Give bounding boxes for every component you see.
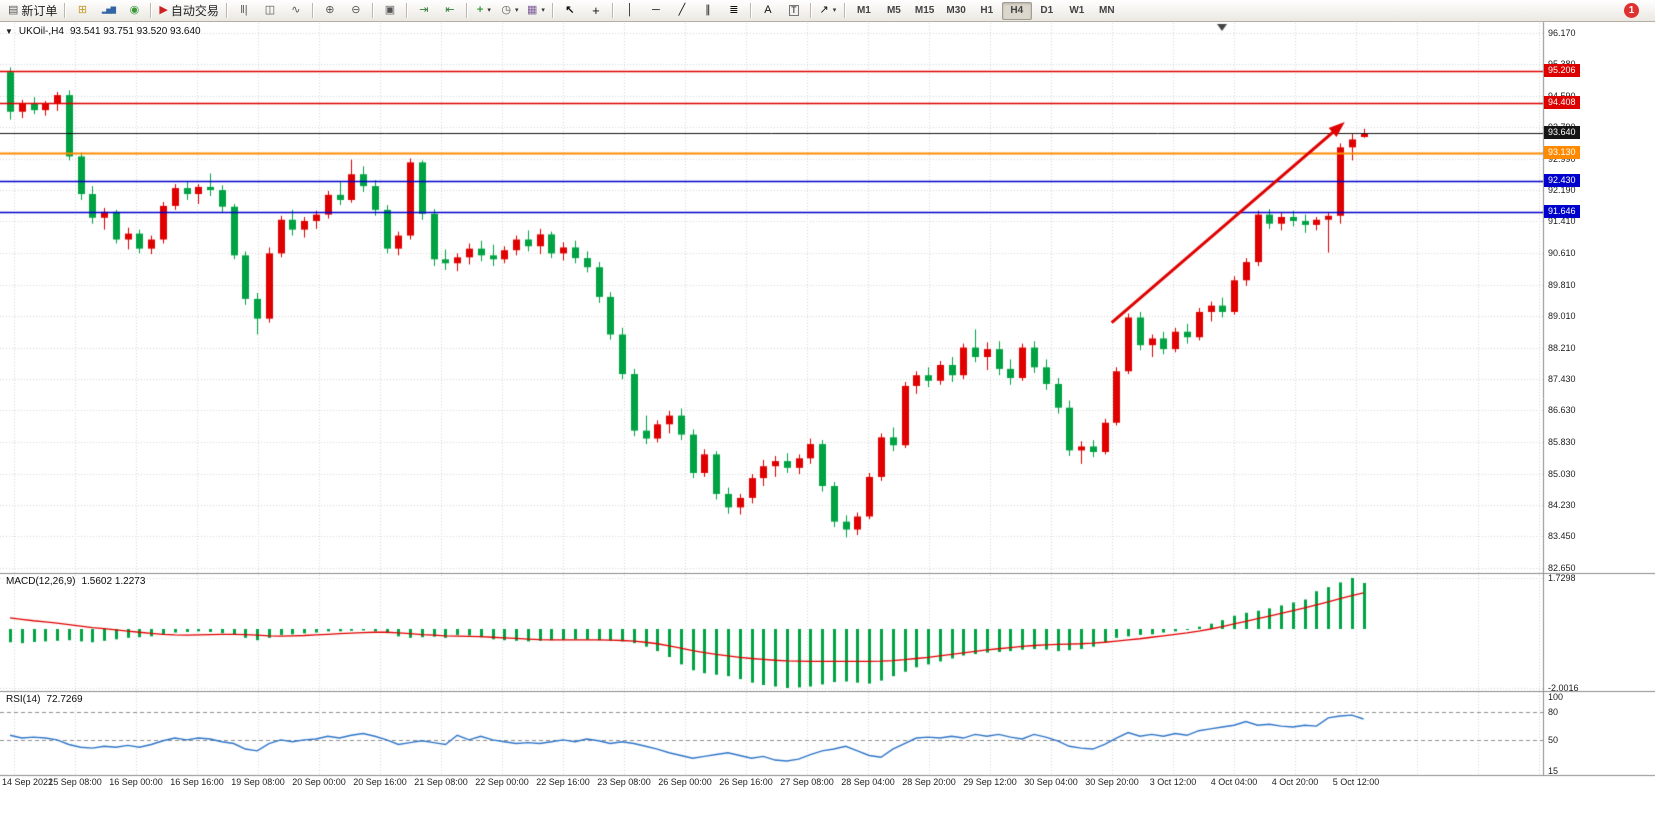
templates-button[interactable]: ▦ ▾ bbox=[523, 1, 549, 21]
chevron-down-icon: ▾ bbox=[514, 7, 519, 14]
line-chart-button[interactable]: ∿ bbox=[283, 1, 309, 21]
horizontal-line-icon: ─ bbox=[652, 4, 660, 16]
notification-badge[interactable]: 1 bbox=[1624, 3, 1639, 18]
timeframe-m5-button[interactable]: M5 bbox=[886, 5, 901, 16]
text-label-icon: T bbox=[789, 5, 799, 16]
toolbar-separator bbox=[843, 3, 846, 18]
candlestick-icon: ◫ bbox=[264, 4, 276, 16]
line-chart-icon: ∿ bbox=[291, 4, 301, 16]
rsi-indicator-value: 72.7269 bbox=[46, 694, 83, 705]
chevron-down-icon: ▾ bbox=[832, 7, 837, 14]
profiles-icon: ▂▅▇ bbox=[101, 7, 116, 14]
chart-shift-button[interactable]: ⇤ bbox=[437, 1, 463, 21]
tile-windows-button[interactable]: ▣ bbox=[377, 1, 403, 21]
zoom-out-icon: ⊖ bbox=[351, 4, 361, 16]
periods-button[interactable]: ◷ ▾ bbox=[497, 1, 523, 21]
symbol-dropdown-icon[interactable]: ▼ bbox=[5, 27, 13, 36]
bar-chart-icon: ‖| bbox=[240, 4, 248, 16]
community-button[interactable]: ◉ bbox=[121, 1, 147, 21]
timeframe-d1-button[interactable]: D1 bbox=[1040, 5, 1054, 16]
toolbar-separator bbox=[371, 3, 374, 18]
auto-scroll-icon: ⇥ bbox=[419, 4, 429, 16]
toolbar-separator bbox=[551, 3, 554, 18]
timeframe-m15-button[interactable]: M15 bbox=[914, 5, 935, 16]
chevron-down-icon: ▾ bbox=[487, 7, 491, 14]
tile-windows-icon: ▣ bbox=[384, 4, 396, 16]
chart-ohlc-values: 93.541 93.751 93.520 93.640 bbox=[69, 26, 201, 37]
horizontal-line-button[interactable]: ─ bbox=[643, 1, 669, 21]
chart-symbol-period: UKOil-,H4 bbox=[18, 26, 64, 37]
template-icon: ▦ bbox=[526, 4, 538, 16]
toolbar-separator bbox=[749, 3, 752, 18]
auto-trading-icon: ▶ bbox=[159, 4, 168, 16]
crosshair-icon: + bbox=[592, 3, 600, 18]
rsi-panel-title: RSI(14) 72.7269 bbox=[6, 694, 83, 705]
new-chart-button[interactable]: ⊞ bbox=[69, 1, 95, 21]
crosshair-button[interactable]: + bbox=[583, 1, 609, 21]
chevron-down-icon: ▾ bbox=[541, 7, 545, 14]
clock-icon: ◷ bbox=[501, 4, 511, 16]
indicators-button[interactable]: + ▾ bbox=[471, 1, 497, 21]
text-button[interactable]: A bbox=[755, 1, 781, 21]
macd-indicator-values: 1.5602 1.2273 bbox=[81, 576, 146, 587]
vertical-line-icon: │ bbox=[626, 4, 634, 16]
shapes-button[interactable]: ↗ ▾ bbox=[815, 1, 841, 21]
new-order-label: 新订单 bbox=[21, 4, 58, 18]
rsi-indicator-name: RSI(14) bbox=[6, 694, 41, 705]
chart-title: ▼ UKOil-,H4 93.541 93.751 93.520 93.640 bbox=[5, 26, 201, 37]
vertical-line-button[interactable]: │ bbox=[617, 1, 643, 21]
community-icon: ◉ bbox=[129, 4, 140, 16]
trendline-button[interactable]: ╱ bbox=[669, 1, 695, 21]
channel-icon: ∥ bbox=[705, 4, 711, 16]
zoom-out-button[interactable]: ⊖ bbox=[343, 1, 369, 21]
toolbar-separator bbox=[225, 3, 228, 18]
timeframe-buttons: M1 M5 M15 M30 H1 H4 D1 W1 MN bbox=[849, 1, 1122, 20]
fibonacci-icon: ≣ bbox=[729, 4, 739, 16]
toolbar-separator bbox=[150, 3, 153, 18]
toolbar-separator bbox=[64, 3, 67, 18]
timeframe-mn-button[interactable]: MN bbox=[1099, 5, 1115, 16]
timeframe-h4-button[interactable]: H4 bbox=[1001, 1, 1032, 20]
chart-shift-icon: ⇤ bbox=[445, 4, 455, 16]
profiles-button[interactable]: ▂▅▇ bbox=[95, 1, 121, 21]
new-order-icon: ▤ bbox=[8, 4, 19, 16]
timeframe-h1-button[interactable]: H1 bbox=[980, 5, 994, 16]
auto-trading-button[interactable]: ▶ 自动交易 bbox=[155, 1, 222, 21]
zoom-in-button[interactable]: ⊕ bbox=[317, 1, 343, 21]
zoom-in-icon: ⊕ bbox=[325, 4, 335, 16]
macd-indicator-name: MACD(12,26,9) bbox=[6, 576, 76, 587]
text-label-button[interactable]: T bbox=[781, 1, 807, 21]
toolbar-separator bbox=[311, 3, 314, 18]
channel-button[interactable]: ∥ bbox=[695, 1, 721, 21]
toolbar-separator bbox=[465, 3, 468, 18]
toolbar: ▤ 新订单 ⊞ ▂▅▇ ◉ ▶ 自动交易 ‖| ◫ ∿ ⊕ ⊖ ▣ ⇥ ⇤ + bbox=[0, 0, 1655, 22]
new-chart-icon: ⊞ bbox=[77, 4, 88, 16]
cursor-icon: ↖ bbox=[565, 4, 575, 16]
indicators-icon: + bbox=[476, 4, 484, 16]
trendline-icon: ╱ bbox=[678, 4, 686, 16]
new-order-button[interactable]: ▤ 新订单 bbox=[4, 1, 61, 21]
fibonacci-button[interactable]: ≣ bbox=[721, 1, 747, 21]
bar-chart-button[interactable]: ‖| bbox=[231, 1, 257, 21]
auto-scroll-button[interactable]: ⇥ bbox=[411, 1, 437, 21]
toolbar-separator bbox=[809, 3, 812, 18]
auto-trading-label: 自动交易 bbox=[170, 4, 219, 18]
toolbar-separator bbox=[611, 3, 614, 18]
timeframe-m1-button[interactable]: M1 bbox=[856, 5, 871, 16]
timeframe-m30-button[interactable]: M30 bbox=[946, 5, 966, 16]
toolbar-separator bbox=[405, 3, 408, 18]
text-icon: A bbox=[764, 4, 772, 16]
macd-panel-title: MACD(12,26,9) 1.5602 1.2273 bbox=[6, 576, 145, 587]
timeframe-w1-button[interactable]: W1 bbox=[1069, 5, 1085, 16]
arrow-shape-icon: ↗ bbox=[819, 4, 829, 16]
candlestick-chart-button[interactable]: ◫ bbox=[257, 1, 283, 21]
cursor-button[interactable]: ↖ bbox=[557, 1, 583, 21]
